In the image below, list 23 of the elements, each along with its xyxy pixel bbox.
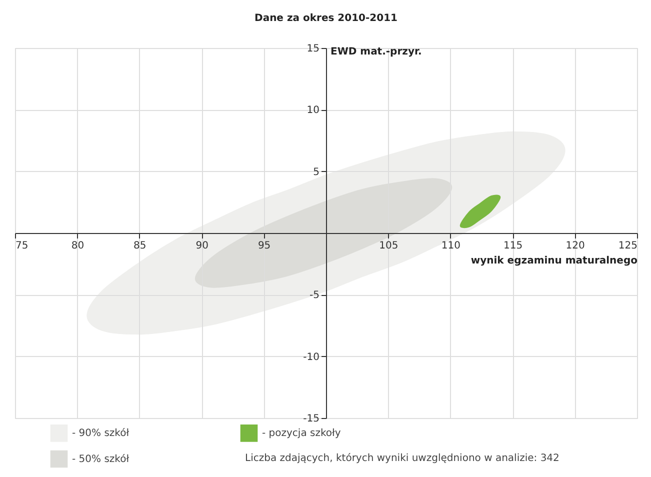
x-tick-label: 105	[379, 240, 398, 252]
x-tick-label: 115	[504, 240, 523, 252]
x-tick-label: 120	[566, 240, 585, 252]
y-tick-label: -15	[303, 414, 320, 424]
y-tick-label: 15	[306, 44, 320, 54]
x-tick-label: 85	[134, 240, 146, 252]
y-tick-label: -5	[310, 290, 320, 302]
x-tick-label: 110	[441, 240, 460, 252]
y-tick-label: 5	[313, 166, 320, 178]
y-axis-title: EWD mat.-przyr.	[330, 46, 422, 58]
x-axis-title: wynik egzaminu maturalnego	[470, 256, 638, 266]
y-tick-label: 10	[306, 105, 320, 116]
chart-title: Dane za okres 2010-2011	[254, 13, 398, 24]
x-tick-label: 125	[618, 240, 638, 252]
y-tick-label: -10	[303, 352, 320, 363]
text: Liczba zdających, których wyniki uwzględniono w analizie: 342	[245, 453, 560, 464]
legend-label: - 50% szkół	[72, 454, 130, 465]
legend-label: - pozycja szkoły	[262, 428, 341, 440]
x-tick-label: 80	[71, 240, 84, 252]
x-tick-label: 90	[196, 240, 208, 252]
x-tick-label: 95	[258, 240, 271, 252]
x-tick-label: 75	[16, 240, 28, 252]
legend-label: - 90% szkół	[72, 428, 130, 440]
